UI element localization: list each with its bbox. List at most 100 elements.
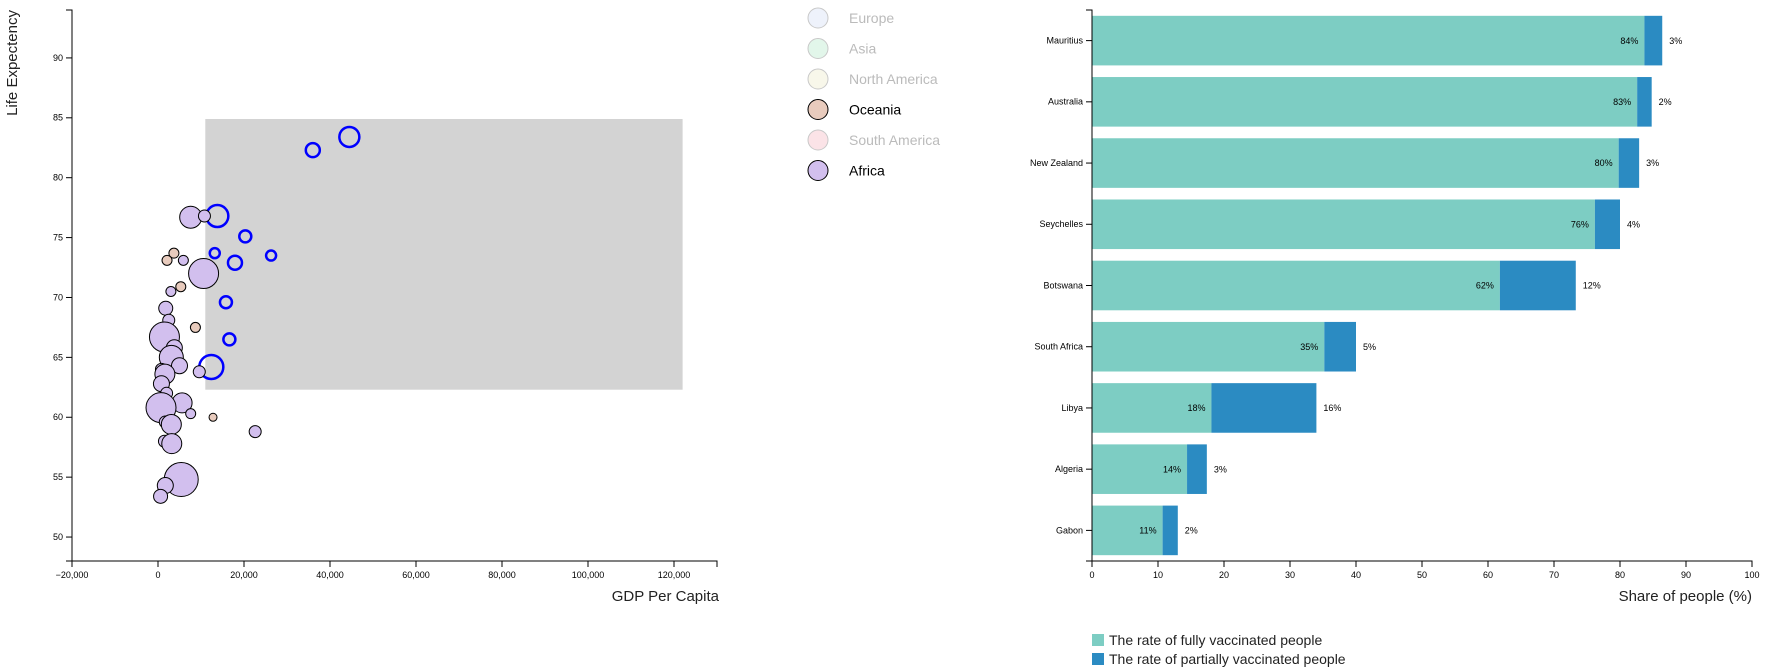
- bar-x-tick: 50: [1417, 561, 1427, 580]
- scatter-x-tick-label: 20,000: [230, 570, 258, 580]
- bar-partially-vaccinated[interactable]: [1162, 505, 1178, 556]
- scatter-point[interactable]: [171, 357, 188, 375]
- scatter-y-tick-label: 70: [53, 292, 63, 302]
- bar-fully-vaccinated[interactable]: [1092, 321, 1325, 372]
- legend-label[interactable]: Europe: [849, 10, 894, 26]
- scatter-point[interactable]: [185, 408, 197, 420]
- scatter-point-selected[interactable]: [208, 246, 222, 260]
- scatter-point-selected[interactable]: [226, 254, 244, 271]
- bar-x-tick-label: 30: [1285, 570, 1295, 580]
- legend-label[interactable]: Oceania: [849, 101, 901, 117]
- bar-x-tick: 80: [1615, 561, 1625, 580]
- bar-fully-vaccinated[interactable]: [1092, 138, 1619, 188]
- bar-fully-vaccinated[interactable]: [1092, 15, 1645, 66]
- scatter-y-tick-label: 65: [53, 352, 63, 362]
- scatter-point[interactable]: [165, 285, 177, 297]
- scatter-x-tick-label: 0: [155, 570, 160, 580]
- scatter-points: [145, 125, 361, 504]
- legend-item-south-america[interactable]: South America: [807, 129, 940, 151]
- bar-label-fully: 76%: [1571, 219, 1589, 229]
- scatter-point-selected[interactable]: [304, 141, 322, 159]
- bar-x-tick-label: 10: [1153, 570, 1163, 580]
- scatter-point[interactable]: [160, 413, 182, 435]
- scatter-y-tick: 85: [53, 113, 72, 123]
- legend-swatch[interactable]: [807, 129, 829, 151]
- bar-y-tick-label: Algeria: [1055, 464, 1083, 474]
- bar-label-partially: 2%: [1659, 97, 1672, 107]
- scatter-point-selected[interactable]: [218, 295, 234, 310]
- bar-fully-vaccinated[interactable]: [1092, 199, 1595, 250]
- bar-partially-vaccinated[interactable]: [1594, 199, 1620, 250]
- bar-y-tick: Seychelles: [1039, 219, 1092, 229]
- brush-selection[interactable]: [205, 119, 683, 390]
- scatter-point[interactable]: [153, 488, 169, 504]
- scatter-y-tick-label: 60: [53, 412, 63, 422]
- bar-label-partially: 12%: [1583, 281, 1601, 291]
- legend-item-africa[interactable]: Africa: [807, 160, 885, 181]
- scatter-point[interactable]: [197, 209, 211, 223]
- bar-fully-vaccinated[interactable]: [1092, 260, 1500, 311]
- bar-partially-vaccinated[interactable]: [1187, 444, 1207, 494]
- scatter-point[interactable]: [161, 433, 183, 455]
- legend-item-oceania[interactable]: Oceania: [807, 99, 901, 120]
- region-legend: Europe Asia North America Oceania South Amer…: [807, 7, 940, 181]
- scatter-point[interactable]: [177, 254, 189, 266]
- scatter-point-selected[interactable]: [222, 332, 237, 347]
- scatter-y-axis-title: Life Expectency: [4, 10, 21, 116]
- scatter-chart: −20,000 0 20,000 40,000 60,000 80,000 100,000 1…: [4, 9, 720, 605]
- bar-x-tick: 70: [1549, 561, 1559, 580]
- legend-swatch[interactable]: [807, 68, 829, 90]
- bar-label-fully: 18%: [1187, 403, 1205, 413]
- bar-fully-vaccinated[interactable]: [1092, 444, 1188, 494]
- scatter-point-selected[interactable]: [264, 249, 278, 262]
- bar-partially-vaccinated[interactable]: [1211, 383, 1317, 433]
- bar-partially-vaccinated[interactable]: [1499, 260, 1576, 311]
- scatter-x-tick-label: 40,000: [316, 570, 344, 580]
- bar-partially-vaccinated[interactable]: [1637, 77, 1652, 127]
- bar-y-tick: Botswana: [1043, 280, 1092, 290]
- bar-chart: 84% 3% 83% 2% 80% 3% 76% 4% 62% 12% 35% 5% 18% 16% 14%…: [1030, 9, 1760, 605]
- bar-fully-vaccinated[interactable]: [1092, 505, 1163, 556]
- legend-label[interactable]: Africa: [849, 162, 885, 178]
- legend-item-asia[interactable]: Asia: [807, 38, 876, 59]
- bar-x-tick-label: 70: [1549, 570, 1559, 580]
- scatter-x-tick-label: 120,000: [658, 570, 691, 580]
- legend-label[interactable]: Asia: [849, 40, 876, 56]
- bar-label-fully: 83%: [1613, 97, 1631, 107]
- scatter-point[interactable]: [189, 321, 201, 333]
- scatter-point[interactable]: [192, 365, 206, 379]
- bar-y-tick-label: South Africa: [1034, 342, 1083, 352]
- scatter-point[interactable]: [161, 254, 173, 266]
- scatter-y-tick-label: 55: [53, 472, 63, 482]
- bar-x-tick: 40: [1351, 561, 1361, 580]
- bar-x-tick-label: 80: [1615, 570, 1625, 580]
- bar-label-fully: 14%: [1163, 464, 1181, 474]
- legend-label[interactable]: North America: [849, 71, 938, 87]
- bar-y-tick-label: Mauritius: [1046, 35, 1083, 45]
- scatter-y-tick-label: 50: [53, 532, 63, 542]
- legend-item-europe[interactable]: Europe: [807, 7, 894, 29]
- scatter-y-tick: 60: [53, 412, 72, 422]
- bar-fully-vaccinated[interactable]: [1092, 383, 1212, 433]
- bar-fully-vaccinated[interactable]: [1092, 77, 1638, 127]
- bar-x-tick: 20: [1219, 561, 1229, 580]
- scatter-point[interactable]: [248, 425, 262, 439]
- legend-swatch[interactable]: [807, 38, 829, 59]
- legend-swatch[interactable]: [807, 7, 829, 29]
- bar-partially-vaccinated[interactable]: [1644, 15, 1663, 66]
- legend-swatch[interactable]: [807, 160, 829, 181]
- bar-y-tick: Mauritius: [1046, 35, 1092, 45]
- scatter-point-selected[interactable]: [338, 125, 361, 149]
- scatter-x-tick-label: −20,000: [56, 570, 89, 580]
- legend-swatch[interactable]: [807, 99, 829, 120]
- scatter-point-selected[interactable]: [238, 229, 253, 244]
- scatter-point[interactable]: [158, 300, 174, 316]
- scatter-point[interactable]: [175, 281, 187, 293]
- bar-partially-vaccinated[interactable]: [1324, 321, 1356, 372]
- legend-item-north-america[interactable]: North America: [807, 68, 938, 90]
- scatter-point[interactable]: [188, 258, 220, 290]
- scatter-point[interactable]: [208, 412, 218, 422]
- scatter-point[interactable]: [168, 247, 180, 259]
- legend-label[interactable]: South America: [849, 132, 940, 148]
- bar-partially-vaccinated[interactable]: [1618, 138, 1640, 188]
